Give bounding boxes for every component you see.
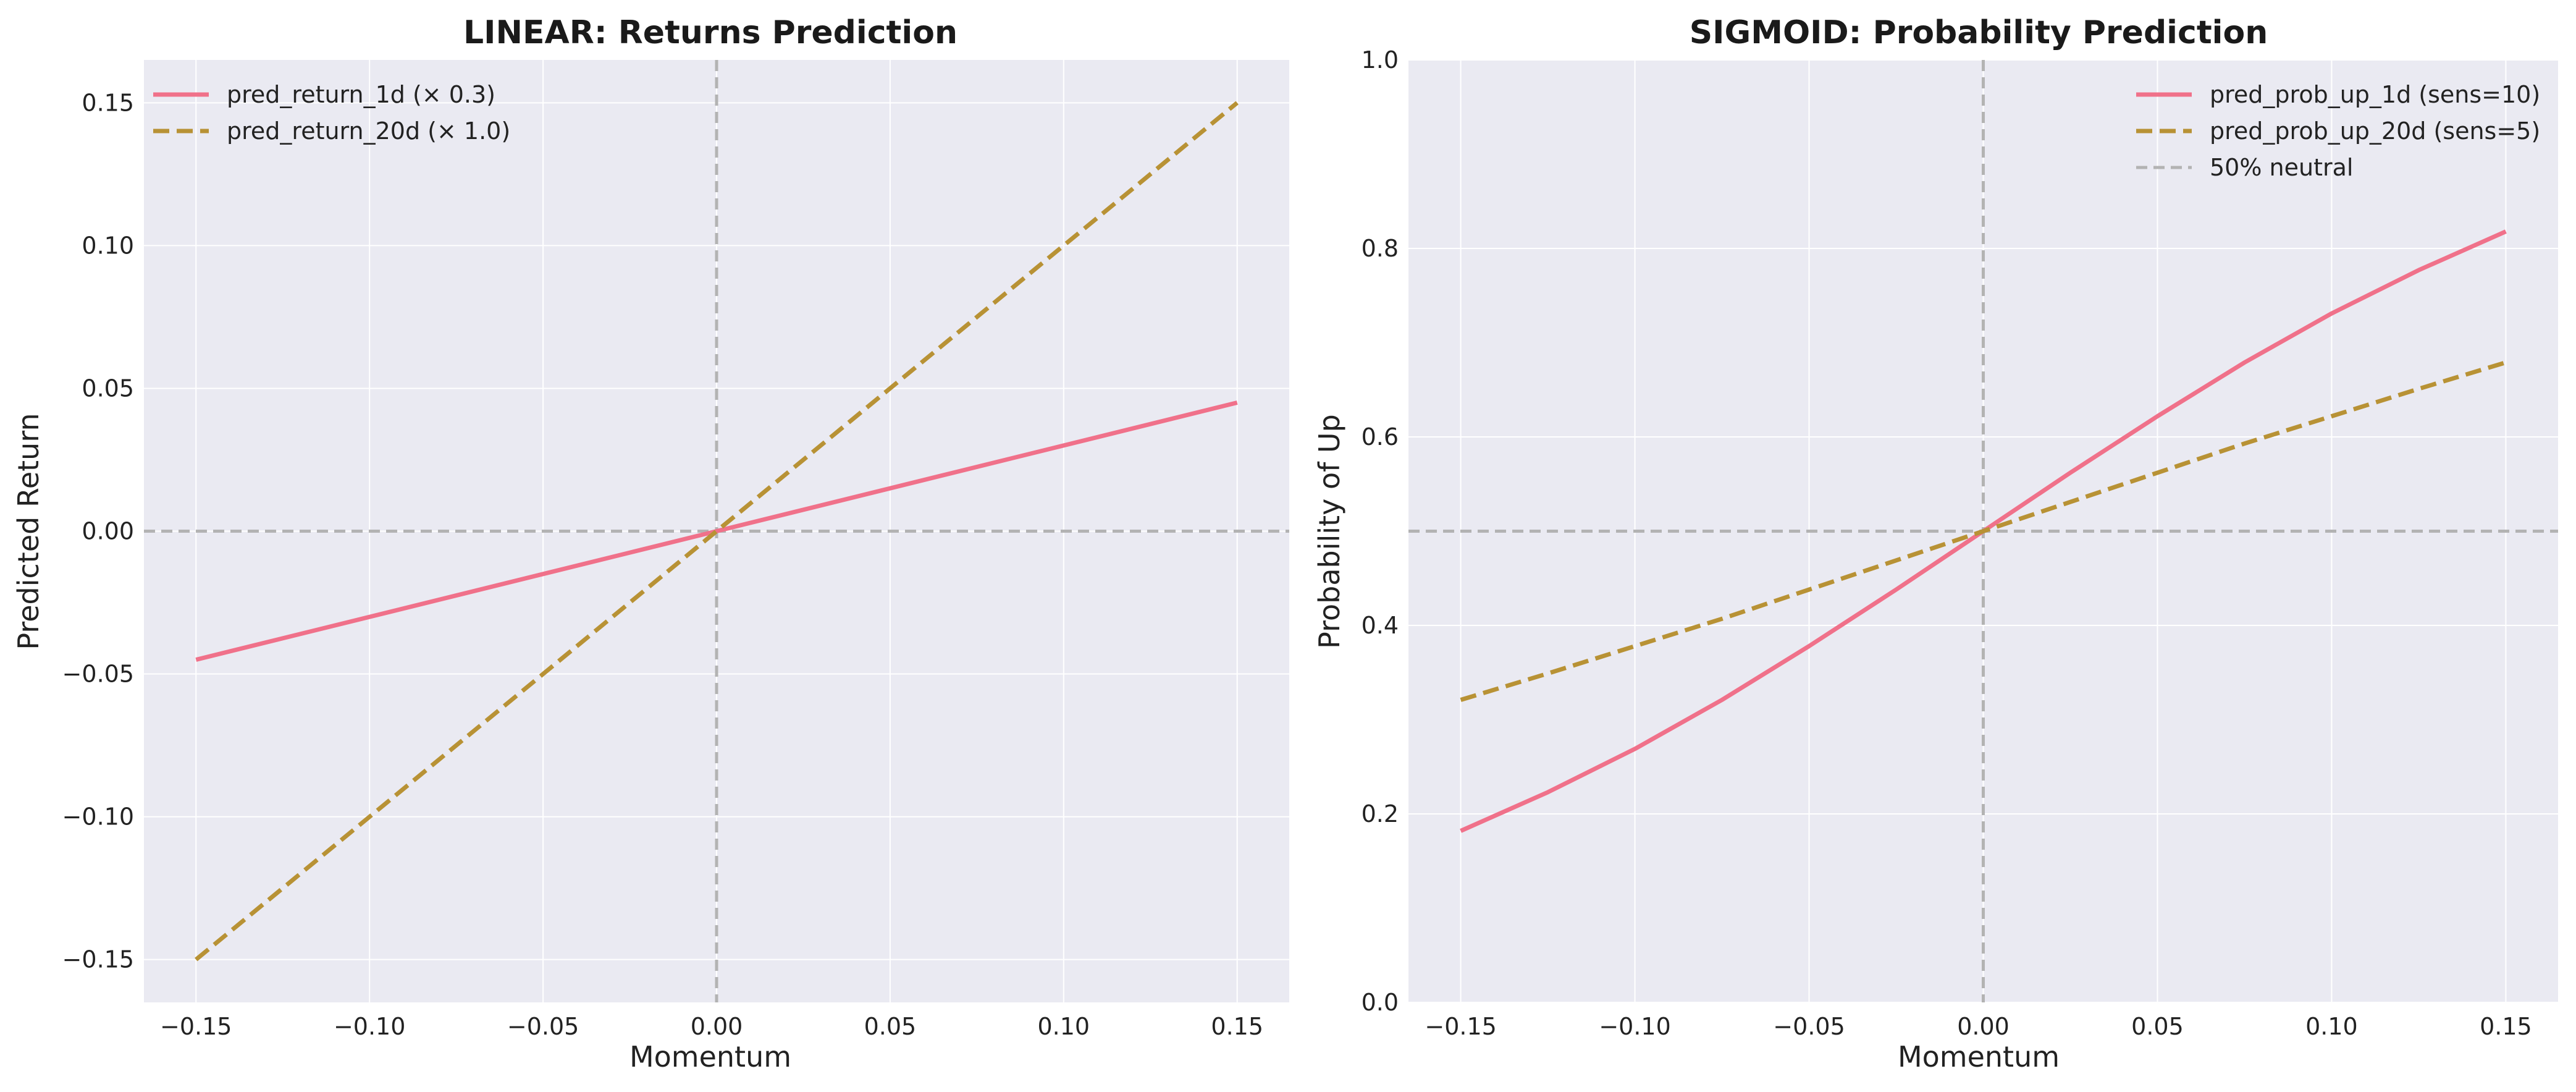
x-tick-label: −0.10 bbox=[1599, 1013, 1670, 1040]
legend-label-pred-prob-up-20d: pred_prob_up_20d (sens=5) bbox=[2210, 117, 2540, 145]
x-tick-label: 0.15 bbox=[1211, 1013, 1263, 1040]
y-tick-label: 0.05 bbox=[82, 375, 134, 402]
chart-sigmoid: −0.15 −0.10 −0.05 0.00 0.05 0.10 0.15 0.0 0.2 0.4… bbox=[1313, 14, 2558, 1073]
legend-sigmoid: pred_prob_up_1d (sens=10) pred_prob_up_2… bbox=[2136, 81, 2540, 181]
legend-label-pred-prob-up-1d: pred_prob_up_1d (sens=10) bbox=[2210, 81, 2540, 108]
y-tick-label: 0.0 bbox=[1362, 989, 1399, 1016]
y-tick-label: 0.00 bbox=[82, 518, 134, 545]
x-tick-label: −0.15 bbox=[160, 1013, 232, 1040]
x-tick-label: −0.10 bbox=[334, 1013, 405, 1040]
y-tick-label: 0.8 bbox=[1362, 235, 1399, 262]
x-tick-label: 0.05 bbox=[864, 1013, 917, 1040]
y-tick-label: −0.05 bbox=[62, 661, 134, 688]
series-linear bbox=[195, 101, 1239, 962]
y-axis-label-linear: Predicted Return bbox=[12, 413, 45, 650]
y-tick-label: 0.6 bbox=[1362, 423, 1399, 451]
series-line-pred-return-1d bbox=[195, 400, 1238, 662]
y-tick-label: 0.2 bbox=[1362, 800, 1399, 827]
chart-title-sigmoid: SIGMOID: Probability Prediction bbox=[1690, 14, 2268, 51]
ticks-linear: −0.15 −0.10 −0.05 0.00 0.05 0.10 0.15 −0.15 −0.1… bbox=[62, 89, 1263, 1040]
x-tick-label: −0.05 bbox=[1773, 1013, 1845, 1040]
legend-label-neutral: 50% neutral bbox=[2210, 154, 2353, 181]
x-axis-label-sigmoid: Momentum bbox=[1898, 1040, 2060, 1073]
series-line-pred-return-20d bbox=[195, 101, 1239, 962]
x-tick-label: 0.10 bbox=[2305, 1013, 2358, 1040]
x-tick-label: 0.00 bbox=[1957, 1013, 2010, 1040]
y-axis-label-sigmoid: Probability of Up bbox=[1313, 414, 1346, 649]
y-tick-label: 0.4 bbox=[1362, 612, 1399, 639]
chart-linear: −0.15 −0.10 −0.05 0.00 0.05 0.10 0.15 −0.15 −0.1… bbox=[12, 14, 1289, 1073]
legend-label-pred-return-20d: pred_return_20d (× 1.0) bbox=[227, 117, 510, 145]
x-tick-label: 0.05 bbox=[2131, 1013, 2184, 1040]
series-sigmoid bbox=[1460, 229, 2507, 833]
y-tick-label: 0.10 bbox=[82, 232, 134, 259]
y-tick-label: −0.15 bbox=[62, 946, 134, 973]
y-tick-label: 1.0 bbox=[1362, 46, 1399, 74]
ticks-sigmoid: −0.15 −0.10 −0.05 0.00 0.05 0.10 0.15 0.0 0.2 0.4… bbox=[1362, 46, 2532, 1040]
x-tick-label: 0.15 bbox=[2480, 1013, 2532, 1040]
x-tick-label: −0.05 bbox=[507, 1013, 579, 1040]
series-line-pred-prob-up-20d bbox=[1460, 360, 2507, 702]
y-tick-label: −0.10 bbox=[62, 803, 134, 831]
y-tick-label: 0.15 bbox=[82, 89, 134, 116]
legend-label-pred-return-1d: pred_return_1d (× 0.3) bbox=[227, 81, 495, 108]
chart-title-linear: LINEAR: Returns Prediction bbox=[463, 14, 958, 51]
x-axis-label-linear: Momentum bbox=[629, 1040, 791, 1073]
x-tick-label: −0.15 bbox=[1425, 1013, 1496, 1040]
x-tick-label: 0.10 bbox=[1038, 1013, 1090, 1040]
legend-linear: pred_return_1d (× 0.3) pred_return_20d (… bbox=[153, 81, 510, 145]
x-tick-label: 0.00 bbox=[691, 1013, 743, 1040]
